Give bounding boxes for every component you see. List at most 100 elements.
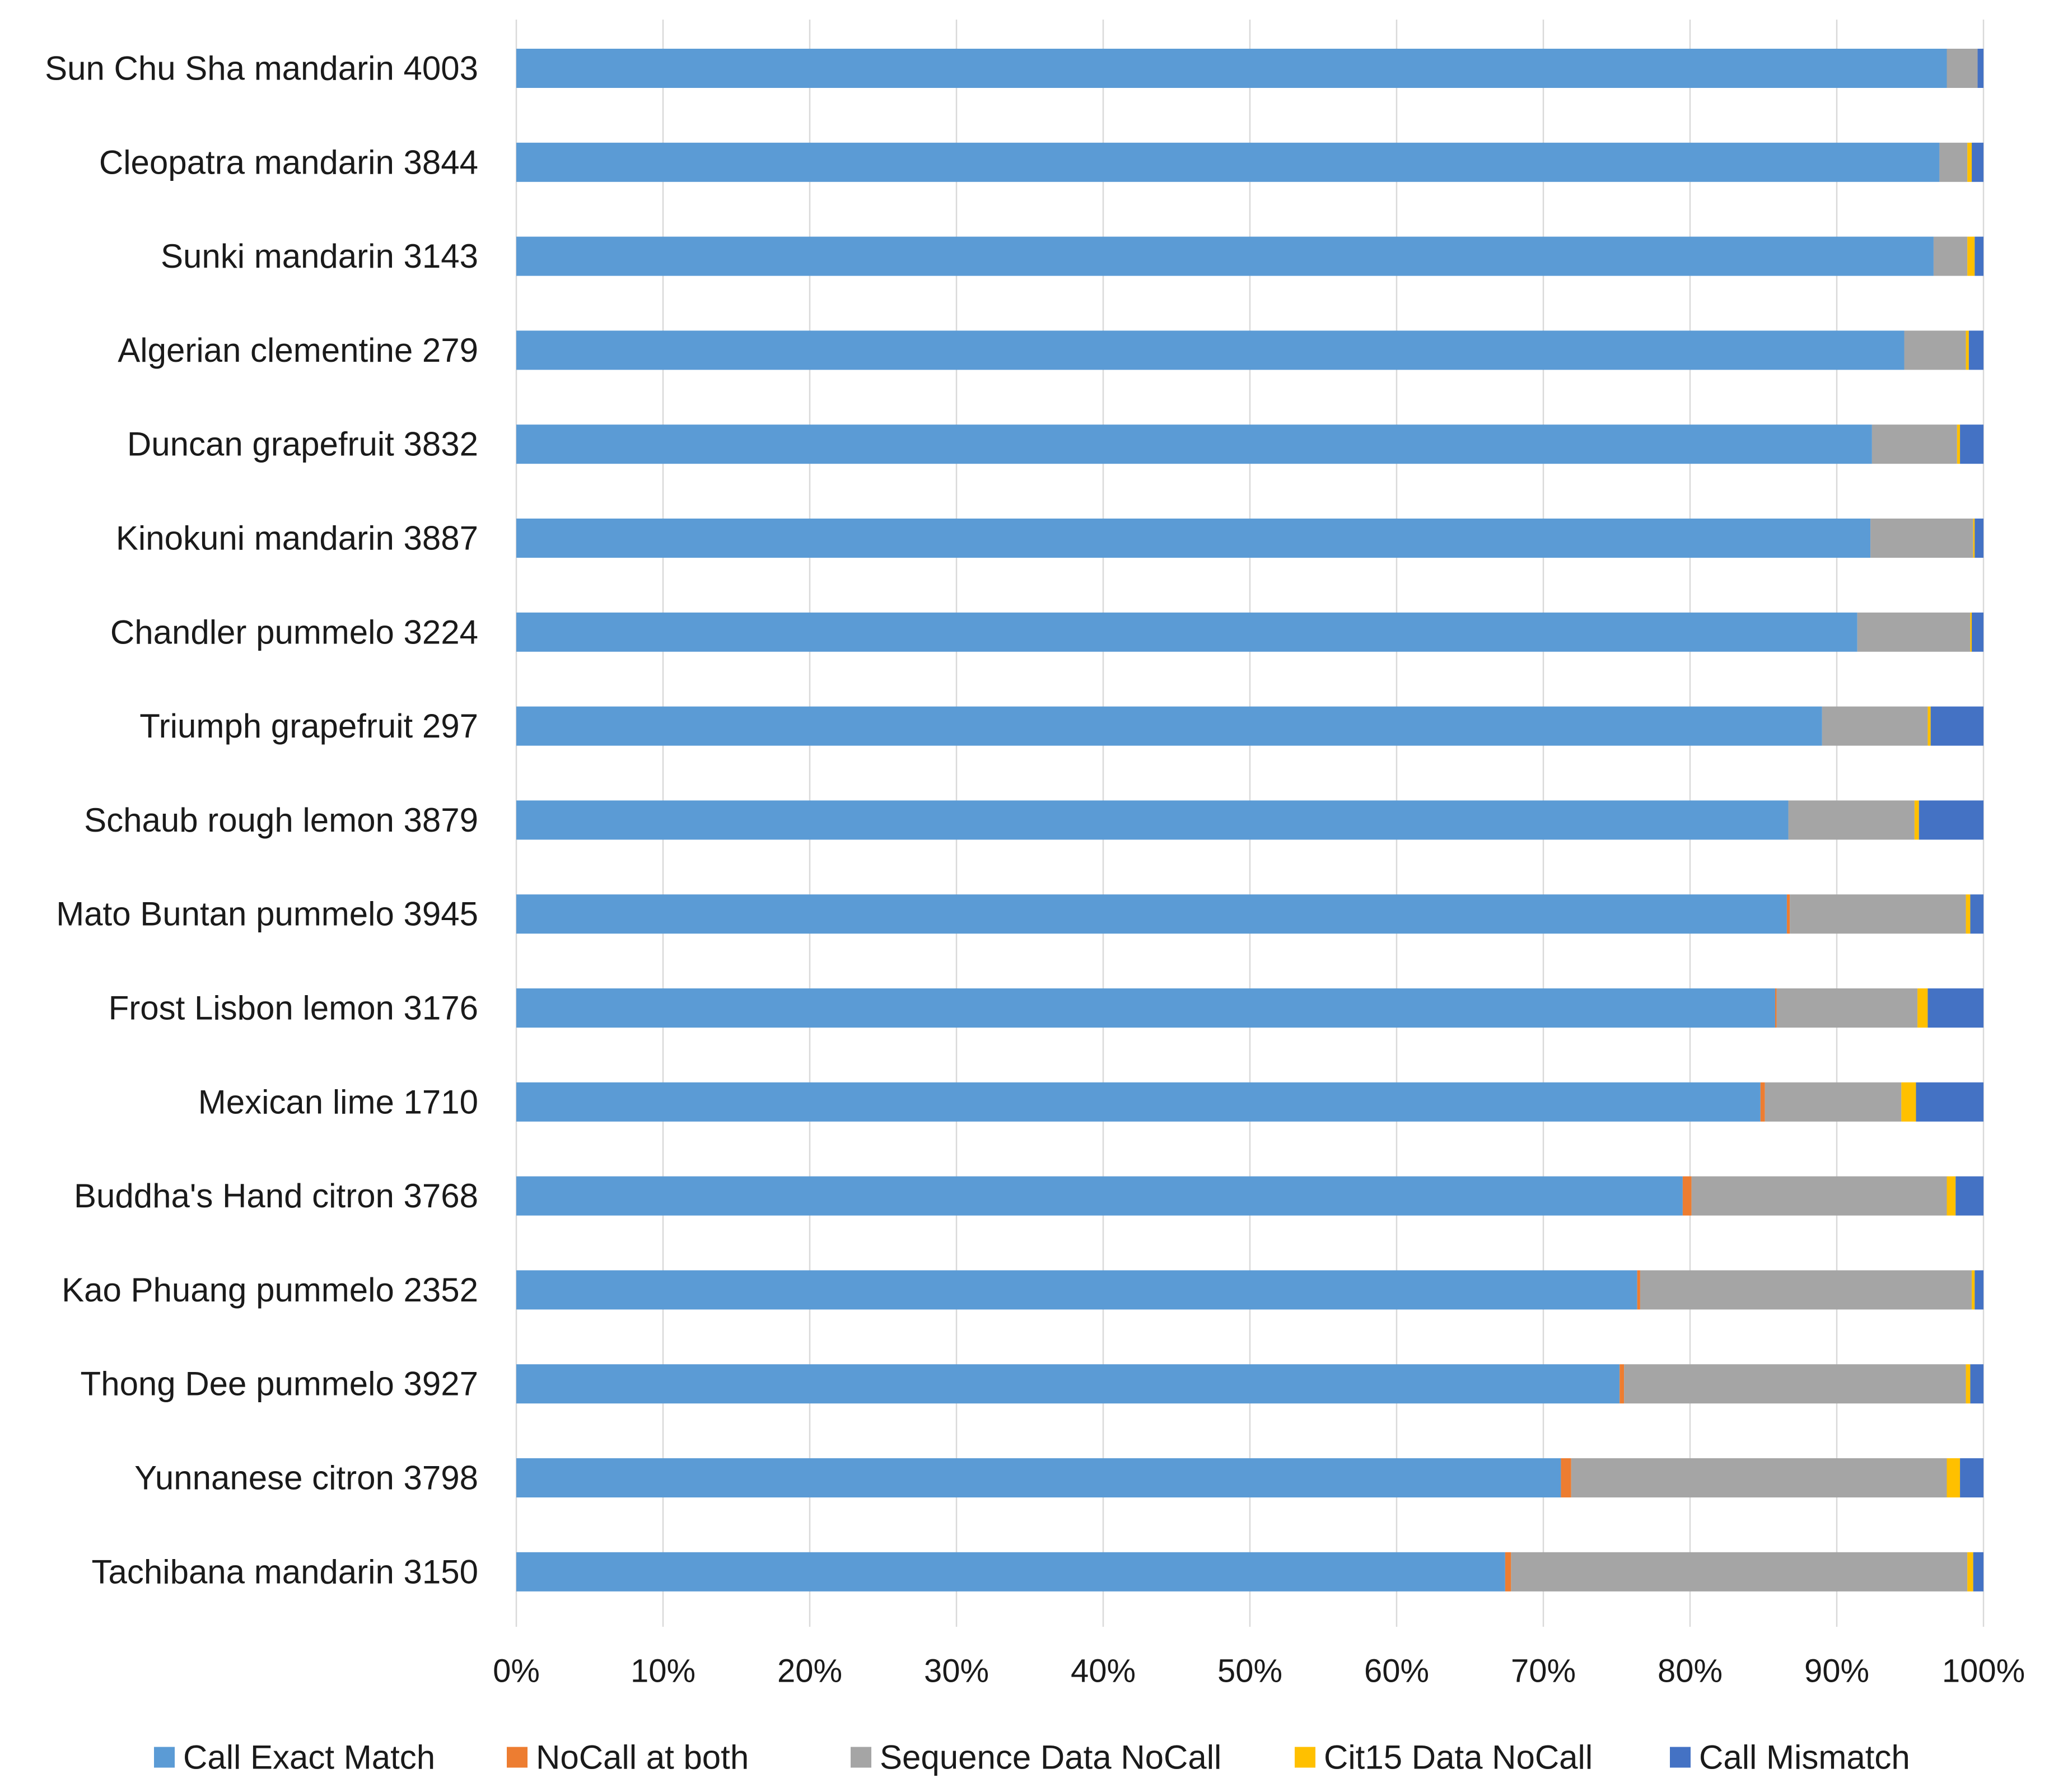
legend-label-call-mismatch: Call Mismatch [1699,1739,1910,1776]
bar-sun-chu-sha-mandarin-4003-call-exact-match [516,49,1947,88]
legend-item-call-exact-match: Call Exact Match [154,1739,435,1776]
bar-buddha-s-hand-citron-3768-nocall-at-both [1682,1176,1692,1216]
bar-buddha-s-hand-citron-3768-cit15-data-nocall [1947,1176,1956,1216]
legend-item-sequence-data-nocall: Sequence Data NoCall [851,1739,1221,1776]
bar-schaub-rough-lemon-3879-cit15-data-nocall [1914,800,1919,840]
bar-chandler-pummelo-3224-cit15-data-nocall [1970,612,1972,652]
legend-swatch-call-exact-match [154,1747,175,1768]
bar-thong-dee-pummelo-3927-cit15-data-nocall [1966,1364,1971,1404]
bar-frost-lisbon-lemon-3176-call-mismatch [1927,988,1983,1028]
bar-triumph-grapefruit-297-call-exact-match [516,706,1822,746]
y-tick-label-mato-buntan-pummelo-3945: Mato Buntan pummelo 3945 [56,895,478,933]
bar-thong-dee-pummelo-3927-call-exact-match [516,1364,1620,1404]
x-tick-label-100: 100% [1942,1653,2025,1690]
bar-algerian-clementine-279-call-mismatch [1968,330,1983,370]
bar-tachibana-mandarin-3150-call-mismatch [1973,1552,1983,1592]
bar-kinokuni-mandarin-3887-call-mismatch [1975,519,1983,558]
bar-group-kinokuni-mandarin-3887 [516,519,1983,558]
bar-chandler-pummelo-3224-sequence-data-nocall [1857,612,1971,652]
y-tick-label-chandler-pummelo-3224: Chandler pummelo 3224 [110,613,478,651]
bar-buddha-s-hand-citron-3768-call-mismatch [1955,1176,1983,1216]
bar-group-sunki-mandarin-3143 [516,236,1983,276]
bar-sun-chu-sha-mandarin-4003-sequence-data-nocall [1947,49,1978,88]
bar-duncan-grapefruit-3832-call-exact-match [516,424,1872,464]
legend-swatch-cit15-data-nocall [1295,1747,1315,1768]
y-tick-label-cleopatra-mandarin-3844: Cleopatra mandarin 3844 [99,143,478,181]
bar-kinokuni-mandarin-3887-cit15-data-nocall [1973,519,1975,558]
bar-thong-dee-pummelo-3927-call-mismatch [1970,1364,1983,1404]
bar-thong-dee-pummelo-3927-nocall-at-both [1619,1364,1625,1404]
bar-sunki-mandarin-3143-call-mismatch [1975,236,1983,276]
y-tick-label-triumph-grapefruit-297: Triumph grapefruit 297 [139,707,478,745]
x-tick-label-90: 90% [1804,1653,1869,1690]
bar-buddha-s-hand-citron-3768-sequence-data-nocall [1691,1176,1947,1216]
y-tick-label-sunki-mandarin-3143: Sunki mandarin 3143 [161,237,478,275]
bar-cleopatra-mandarin-3844-call-exact-match [516,142,1940,182]
bar-schaub-rough-lemon-3879-call-mismatch [1919,800,1983,840]
legend-label-sequence-data-nocall: Sequence Data NoCall [880,1739,1221,1776]
legend: Call Exact Match NoCall at both Sequence D… [154,1739,1910,1776]
bar-group-kao-phuang-pummelo-2352 [516,1270,1983,1310]
bar-mexican-lime-1710-call-exact-match [516,1082,1761,1122]
legend-swatch-nocall-at-both [507,1747,528,1768]
legend-swatch-call-mismatch [1670,1747,1691,1768]
bar-kao-phuang-pummelo-2352-cit15-data-nocall [1972,1270,1975,1310]
x-tick-label-30: 30% [924,1653,989,1690]
bar-triumph-grapefruit-297-cit15-data-nocall [1927,706,1931,746]
bar-duncan-grapefruit-3832-cit15-data-nocall [1957,424,1961,464]
bar-group-buddha-s-hand-citron-3768 [516,1176,1983,1216]
bar-triumph-grapefruit-297-sequence-data-nocall [1822,706,1928,746]
bar-mato-buntan-pummelo-3945-nocall-at-both [1786,894,1790,934]
y-tick-label-kinokuni-mandarin-3887: Kinokuni mandarin 3887 [116,520,478,557]
bar-group-duncan-grapefruit-3832 [516,424,1983,464]
y-tick-label-kao-phuang-pummelo-2352: Kao Phuang pummelo 2352 [62,1271,478,1309]
bar-triumph-grapefruit-297-call-mismatch [1930,706,1983,746]
bar-mato-buntan-pummelo-3945-cit15-data-nocall [1966,894,1971,934]
y-tick-label-sun-chu-sha-mandarin-4003: Sun Chu Sha mandarin 4003 [45,50,478,87]
value-axis-labels: 0% 10% 20% 30% 40% 50% 60% 70% 80% 90% 100% [493,1653,2025,1690]
bar-duncan-grapefruit-3832-sequence-data-nocall [1871,424,1957,464]
bar-kao-phuang-pummelo-2352-call-exact-match [516,1270,1637,1310]
bar-duncan-grapefruit-3832-call-mismatch [1960,424,1983,464]
bar-mato-buntan-pummelo-3945-call-mismatch [1970,894,1983,934]
bar-mato-buntan-pummelo-3945-sequence-data-nocall [1790,894,1966,934]
bar-sun-chu-sha-mandarin-4003-call-mismatch [1977,49,1983,88]
bar-sunki-mandarin-3143-sequence-data-nocall [1933,236,1968,276]
bar-group-mato-buntan-pummelo-3945 [516,894,1983,934]
y-tick-label-schaub-rough-lemon-3879: Schaub rough lemon 3879 [84,801,478,839]
bar-tachibana-mandarin-3150-nocall-at-both [1505,1552,1511,1592]
bar-tachibana-mandarin-3150-cit15-data-nocall [1967,1552,1973,1592]
y-tick-label-duncan-grapefruit-3832: Duncan grapefruit 3832 [127,426,478,463]
x-tick-label-60: 60% [1364,1653,1429,1690]
bar-kao-phuang-pummelo-2352-sequence-data-nocall [1640,1270,1972,1310]
bar-group-chandler-pummelo-3224 [516,612,1983,652]
y-tick-label-frost-lisbon-lemon-3176: Frost Lisbon lemon 3176 [109,990,478,1027]
x-tick-label-40: 40% [1071,1653,1136,1690]
legend-item-call-mismatch: Call Mismatch [1670,1739,1910,1776]
bar-group-tachibana-mandarin-3150 [516,1552,1983,1592]
bar-tachibana-mandarin-3150-call-exact-match [516,1552,1505,1592]
bar-frost-lisbon-lemon-3176-nocall-at-both [1775,988,1777,1028]
bar-group-sun-chu-sha-mandarin-4003 [516,49,1983,88]
bar-yunnanese-citron-3798-call-exact-match [516,1458,1561,1497]
legend-item-nocall-at-both: NoCall at both [507,1739,749,1776]
x-tick-label-50: 50% [1217,1653,1282,1690]
bar-kao-phuang-pummelo-2352-nocall-at-both [1637,1270,1640,1310]
x-tick-label-70: 70% [1511,1653,1576,1690]
x-tick-label-0: 0% [493,1653,540,1690]
legend-item-cit15-data-nocall: Cit15 Data NoCall [1295,1739,1593,1776]
bar-frost-lisbon-lemon-3176-call-exact-match [516,988,1775,1028]
legend-label-nocall-at-both: NoCall at both [536,1739,749,1776]
legend-label-cit15-data-nocall: Cit15 Data NoCall [1324,1739,1593,1776]
bar-group-algerian-clementine-279 [516,330,1983,370]
bar-group-cleopatra-mandarin-3844 [516,142,1983,182]
bar-schaub-rough-lemon-3879-sequence-data-nocall [1788,800,1915,840]
bar-group-triumph-grapefruit-297 [516,706,1983,746]
bar-kinokuni-mandarin-3887-call-exact-match [516,519,1871,558]
bar-buddha-s-hand-citron-3768-call-exact-match [516,1176,1683,1216]
y-tick-label-mexican-lime-1710: Mexican lime 1710 [198,1083,478,1121]
y-tick-label-tachibana-mandarin-3150: Tachibana mandarin 3150 [92,1553,479,1590]
category-axis-labels: Sun Chu Sha mandarin 4003 Cleopatra manda… [45,50,478,1591]
bar-cleopatra-mandarin-3844-sequence-data-nocall [1939,142,1968,182]
